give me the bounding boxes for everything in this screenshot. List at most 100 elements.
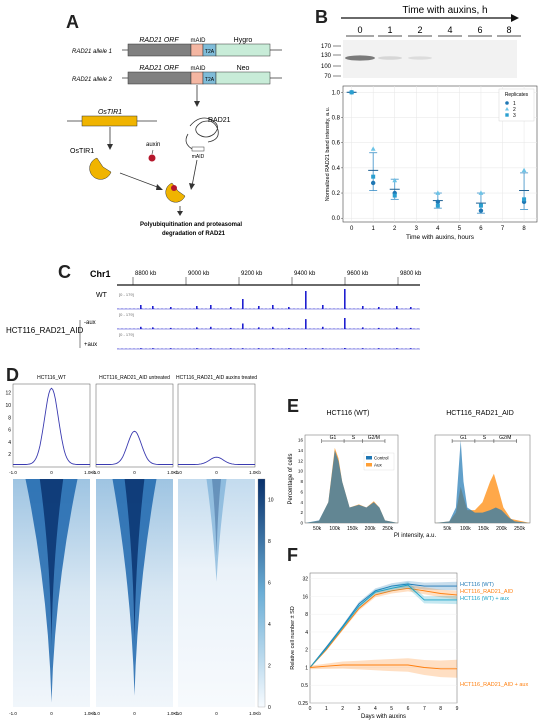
panel-letter-b: B xyxy=(315,7,328,27)
f-ytick: 8 xyxy=(305,612,308,618)
gel-marker-130: 130 xyxy=(321,53,332,59)
e-ytick: 4 xyxy=(300,500,303,505)
e-legend-aux: Aux xyxy=(374,463,383,468)
b-ytick-label: 0.2 xyxy=(332,191,341,197)
c-peak xyxy=(272,305,274,309)
range-minus: [0 - 179] xyxy=(119,312,134,317)
c-peak xyxy=(322,348,324,349)
b-point-rep3 xyxy=(478,203,483,208)
f-ytick: 4 xyxy=(305,630,308,636)
d-profile-curve xyxy=(13,387,90,465)
c-peak xyxy=(230,348,232,349)
c-peak xyxy=(152,306,154,309)
d-profile-xtick: 1.0Kb xyxy=(249,470,261,475)
e-ytick: 2 xyxy=(300,510,303,515)
f-sd-band xyxy=(310,658,457,678)
gel-lane-0: 0 xyxy=(357,25,362,35)
b-point-rep3 xyxy=(392,193,397,198)
t2a-label-2: T2A xyxy=(205,77,215,83)
f-ylabel: Relative cell number ± SD xyxy=(290,606,296,670)
maid-label-1: mAID xyxy=(191,38,207,44)
c-peak xyxy=(258,306,260,309)
d-profile-xtick: 0 xyxy=(133,470,136,475)
orf-label-2: RAD21 ORF xyxy=(139,65,179,72)
growth-curve-plot: 0.25 0.5 1 2 4 8 16 32 0 1 2 3 4 5 6 7 8 9 Days with auxin… xyxy=(290,572,528,720)
d-heatmap-xtick: 0 xyxy=(133,711,136,716)
gel-lane-4: 4 xyxy=(447,25,452,35)
e-phase-label: G1 xyxy=(330,435,337,441)
range-wt: [0 - 179] xyxy=(119,292,134,297)
e-title-aid: HCT116_RAD21_AID xyxy=(446,410,514,417)
degradation-line2: degradation of RAD21 xyxy=(162,231,226,237)
ostir1-gene-label: OsTIR1 xyxy=(98,109,122,116)
d-heatmap-0: -1.0 0 1.0Kb xyxy=(9,479,96,716)
e-legend-control: Control xyxy=(374,456,389,461)
d-profile-0: HCT116_WT -1.0 0 1.0Kb 2 4 6 8 10 12 xyxy=(5,375,96,475)
f-sd-band xyxy=(310,580,457,669)
c-peak xyxy=(210,326,212,329)
gel-marker-100: 100 xyxy=(321,64,332,70)
d-profile-frame xyxy=(95,383,174,468)
panel-f-growth: 0.25 0.5 1 2 4 8 16 32 0 1 2 3 4 5 6 7 8 9 Days with auxin… xyxy=(290,572,528,720)
panel-a-schematic: RAD21 allele 1 RAD21 ORF mAID T2A Hygro … xyxy=(67,37,282,237)
panel-e-flow: HCT116 (WT) HCT116_RAD21_AID Percentage … xyxy=(288,410,531,539)
c-peak xyxy=(196,327,198,329)
f-series-label: HCT116_RAD21_AID xyxy=(460,589,513,595)
c-peak xyxy=(288,348,290,349)
f-xtick: 8 xyxy=(439,706,442,712)
gel-lane-6: 6 xyxy=(477,25,482,35)
c-peak xyxy=(258,348,260,349)
blot-band-1h xyxy=(378,56,402,60)
c-peak xyxy=(258,327,260,329)
b-point-rep2 xyxy=(435,190,441,195)
c-peak xyxy=(170,348,172,349)
d-title: HCT116_RAD21_AID untreated xyxy=(99,375,170,381)
b-legend-marker xyxy=(505,113,509,117)
c-peak xyxy=(344,289,346,309)
f-xtick: 4 xyxy=(374,706,377,712)
c-peak xyxy=(396,306,398,309)
ostir1-protein-icon xyxy=(89,157,112,180)
f-xtick: 0 xyxy=(309,706,312,712)
c-peak xyxy=(396,348,398,349)
hygro-label: Hygro xyxy=(234,37,253,44)
gel-lane-1: 1 xyxy=(387,25,392,35)
f-ytick: 0.25 xyxy=(298,701,308,707)
d-heatmap-signal xyxy=(206,479,227,582)
c-peak xyxy=(210,305,212,309)
c-peak xyxy=(152,327,154,329)
c-tick-label: 9200 kb xyxy=(241,271,263,277)
f-ytick: 0.5 xyxy=(301,683,308,689)
chrom-label: Chr1 xyxy=(90,269,111,279)
rad21-label: RAD21 xyxy=(208,117,231,124)
e-ytick: 8 xyxy=(300,479,303,484)
f-xtick: 9 xyxy=(456,706,459,712)
panel-letter-a: A xyxy=(66,12,79,32)
maid-box-2 xyxy=(190,71,204,85)
b-ytick-label: 0.8 xyxy=(332,115,341,121)
e-phase-label: S xyxy=(483,435,487,441)
c-peak xyxy=(378,307,380,309)
e-title-wt: HCT116 (WT) xyxy=(326,410,369,417)
gel-lane-labels: 0 1 2 4 6 8 xyxy=(346,25,521,37)
d-colorbar-tick: 10 xyxy=(268,498,274,504)
f-xtick: 1 xyxy=(325,706,328,712)
b-legend-label: 1 xyxy=(513,101,516,107)
d-heatmap-xtick: 0 xyxy=(50,711,53,716)
d-profile-ytick: 6 xyxy=(8,428,11,434)
colorbar-ticks: 0 2 4 6 8 10 xyxy=(268,498,274,711)
c-peak xyxy=(140,348,142,349)
b-point-rep3 xyxy=(435,203,440,208)
blot-band-2h xyxy=(408,56,432,60)
d-profile-curve xyxy=(96,430,173,465)
b-point-rep2 xyxy=(478,190,484,195)
f-xlabel: Days with auxins xyxy=(361,714,406,720)
d-heatmap-xtick: -1.0 xyxy=(92,711,100,716)
f-series-label: HCT116_RAD21_AID + aux xyxy=(460,682,528,688)
wt-label: WT xyxy=(96,292,108,299)
f-series-line xyxy=(309,583,457,668)
d-profile-xtick: -1.0 xyxy=(174,470,182,475)
d-profile-ytick: 4 xyxy=(8,440,11,446)
c-peak xyxy=(378,348,380,349)
